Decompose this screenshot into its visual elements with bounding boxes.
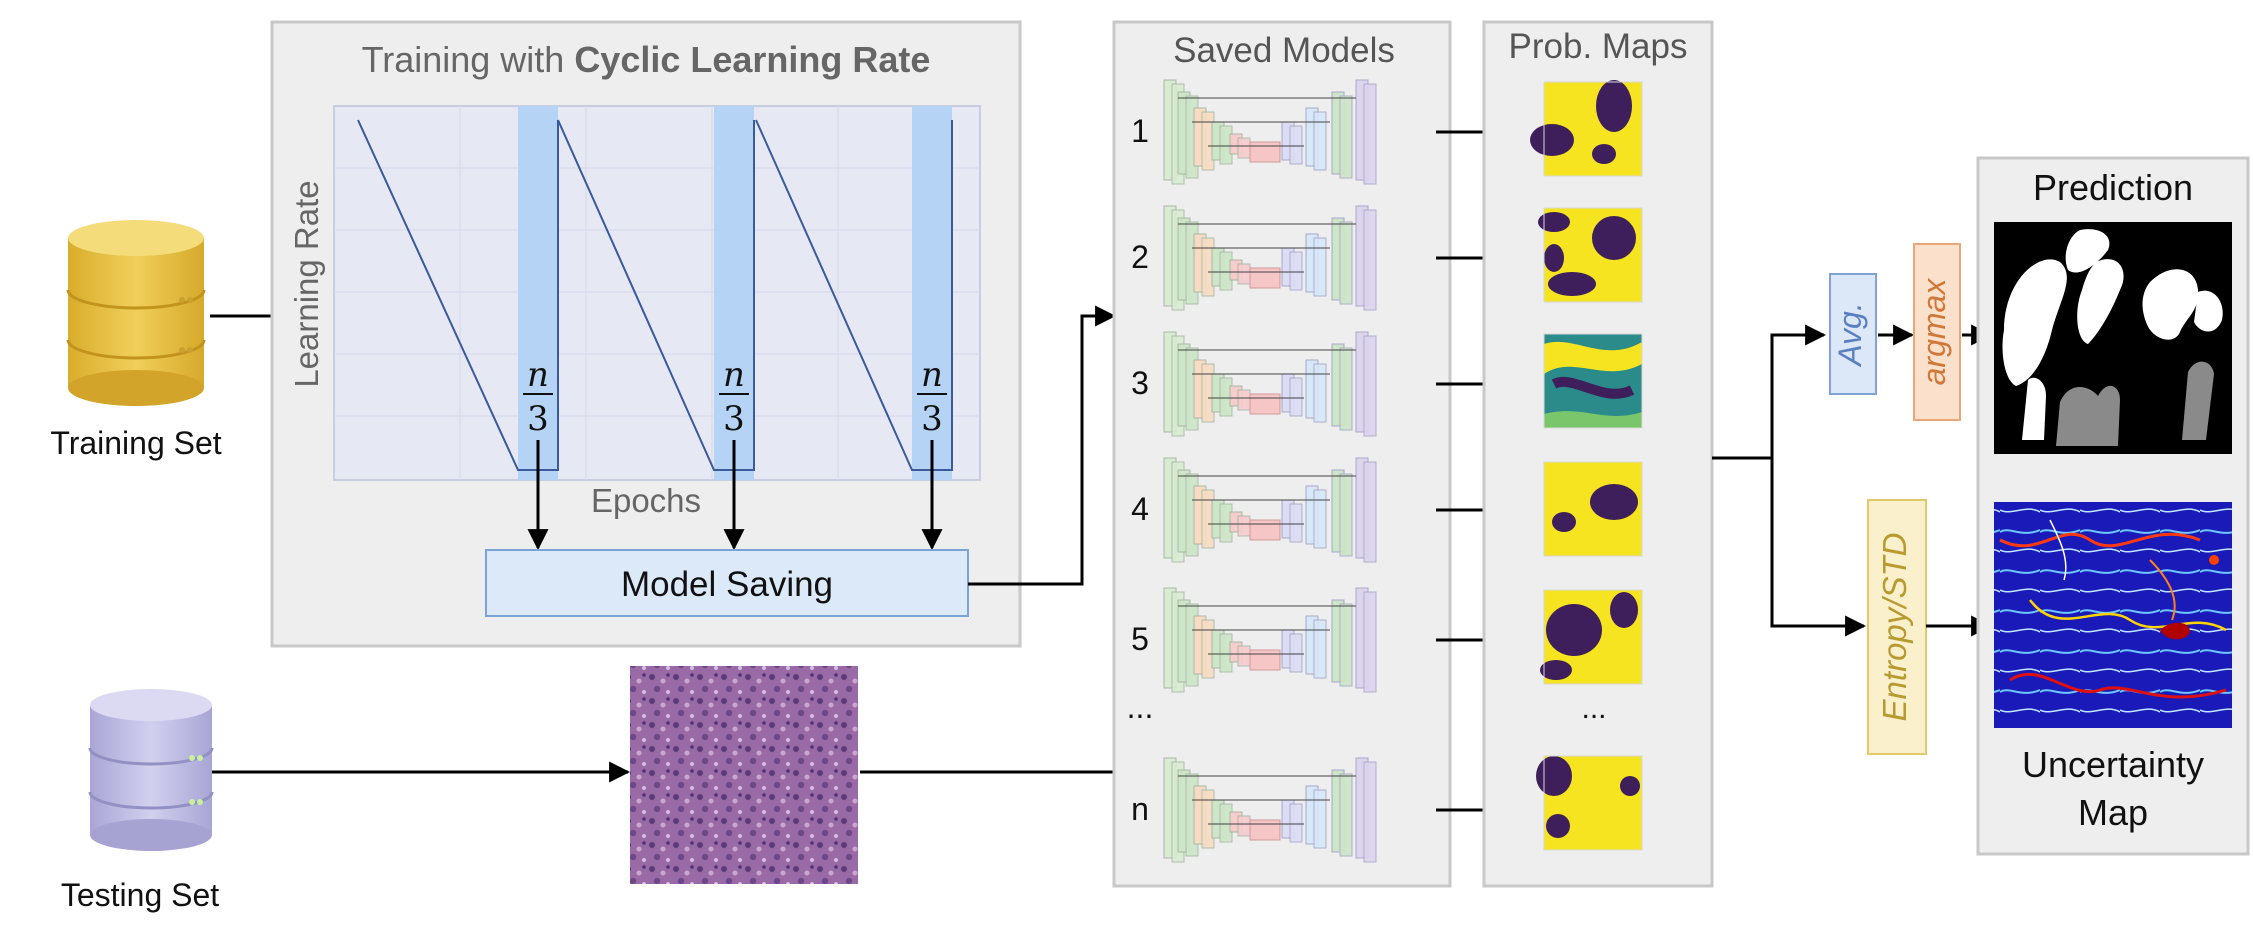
training-panel-title: Training with Cyclic Learning Rate: [362, 39, 931, 80]
lr-plot-area: [333, 105, 981, 481]
model-index-3: 3: [1131, 365, 1149, 401]
lr-y-axis-label: Learning Rate: [288, 180, 325, 387]
model-index-2: 2: [1131, 239, 1149, 275]
argmax-box: [1913, 243, 1961, 421]
unet-icon-4: [1163, 457, 1377, 563]
cycle-fraction-denominator-3: 3: [921, 399, 943, 439]
uncertainty-map-image: [1994, 502, 2232, 728]
to-avg-arrow: [1712, 324, 1827, 460]
testing-set-label: Testing Set: [61, 877, 219, 913]
lr-x-axis-label: Epochs: [591, 482, 701, 519]
avg-box: [1829, 273, 1877, 395]
model-index-6: ...: [1127, 689, 1154, 725]
prob-map-5: [1540, 589, 1643, 685]
save-band-1: [518, 106, 558, 480]
to-entropy-arrow: [1770, 458, 1867, 637]
prob-map-1: [1530, 80, 1643, 177]
prob-map-3: [1543, 333, 1643, 429]
model-index-1: 1: [1131, 113, 1149, 149]
cycle-fraction-denominator-2: 3: [723, 399, 745, 439]
cycle-fraction-numerator-1: n: [527, 355, 549, 395]
training-title-prefix: Training with: [362, 39, 575, 80]
prob-maps-list: [1530, 80, 1643, 851]
cycle-fraction-denominator-1: 3: [527, 399, 549, 439]
save-band-2: [714, 106, 754, 480]
prediction-title: Prediction: [2033, 167, 2193, 208]
saved-models-title: Saved Models: [1173, 31, 1395, 70]
cycle-fraction-numerator-3: n: [921, 355, 943, 395]
avg-label: Avg.: [1832, 302, 1868, 367]
training-set-database-icon: [66, 220, 206, 406]
prob-map-2: [1538, 207, 1643, 303]
prob-maps-title: Prob. Maps: [1509, 27, 1688, 66]
model-saving-box: [485, 549, 969, 617]
unet-icon-7: [1163, 757, 1377, 863]
entropy-label: Entropy/STD: [1876, 533, 1913, 722]
cycle-fraction-numerator-2: n: [723, 355, 745, 395]
argmax-label: argmax: [1916, 278, 1952, 386]
testing-set-database-icon: [88, 689, 214, 851]
prob-map-7: [1536, 755, 1643, 851]
save-band-3: [912, 106, 952, 480]
model-saving-to-saved-models-arrow: [968, 305, 1117, 586]
unet-icon-3: [1163, 331, 1377, 437]
model-index-4: 4: [1131, 491, 1149, 527]
unet-icon-5: [1163, 587, 1377, 693]
unet-icon-2: [1163, 205, 1377, 311]
prediction-mask-image: [1994, 222, 2232, 454]
saved-models-list: 1 2 3 4 5... n: [1127, 79, 1543, 863]
uncertainty-title-line2: Map: [2078, 792, 2148, 833]
unet-icon-1: [1163, 79, 1377, 185]
model-index-5: 5: [1131, 621, 1149, 657]
training-title-bold: Cyclic Learning Rate: [574, 39, 930, 80]
prob-map-4: [1543, 461, 1643, 557]
prob-maps-ellipsis: ...: [1581, 692, 1606, 725]
training-set-label: Training Set: [50, 425, 221, 461]
model-index-7: n: [1131, 791, 1149, 827]
lr-plot-grid: [334, 106, 980, 480]
model-saving-label: Model Saving: [621, 565, 833, 604]
uncertainty-title-line1: Uncertainty: [2022, 744, 2204, 785]
test-histology-image: [630, 666, 858, 884]
